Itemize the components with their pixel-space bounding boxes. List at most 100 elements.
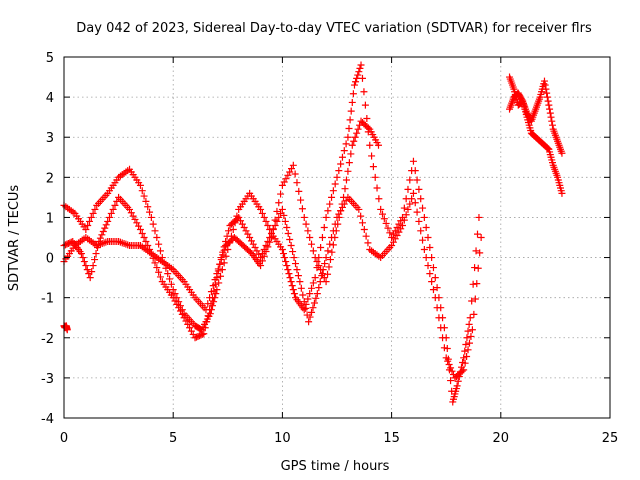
data-point [468,297,476,305]
data-point [164,270,172,278]
data-point [275,199,283,207]
data-point [284,171,292,179]
data-point [86,274,94,282]
data-point [465,320,473,328]
data-point [296,278,304,286]
data-point [262,242,270,250]
data-point [415,185,423,193]
data-point [217,256,225,264]
data-point [258,209,266,217]
data-point [350,81,358,89]
data-point [473,280,481,288]
data-point [347,150,355,158]
data-point [329,187,337,195]
data-point [309,304,317,312]
series-sat-f [60,322,71,334]
data-point [424,234,432,241]
data-point [200,330,208,338]
data-point [91,205,99,213]
data-point [219,251,227,259]
data-point [417,227,425,235]
data-point [262,248,270,256]
data-point [82,225,90,233]
data-point [138,187,146,195]
data-point [104,217,112,225]
data-point [409,189,417,197]
data-point [326,240,334,248]
data-point [171,290,179,298]
data-point [171,297,179,305]
data-point [292,260,300,268]
data-point [107,209,115,217]
data-point [458,367,466,375]
data-point [215,279,223,287]
data-point [273,207,281,215]
data-point [266,238,274,246]
data-point [444,357,452,365]
data-point [331,234,339,241]
data-point [216,260,224,268]
data-point [350,137,358,145]
data-point [142,197,150,205]
data-point [280,211,288,219]
data-point [318,270,326,278]
data-point [324,247,332,255]
data-point [348,98,356,106]
data-point [465,339,473,347]
data-point [182,317,190,325]
data-point [357,61,365,69]
data-point [80,258,88,266]
data-point [257,205,265,213]
data-point [101,224,109,232]
data-point [204,300,212,308]
data-point [373,184,381,192]
data-point [136,181,144,189]
data-point [355,205,363,213]
data-point [379,210,386,218]
data-point [187,327,195,335]
data-point [384,224,392,232]
data-point [203,318,211,326]
data-point [206,294,214,302]
data-point [89,262,97,270]
data-point [211,276,219,284]
data-point [83,266,91,274]
data-point [428,278,436,286]
y-axis-label: SDTVAR / TECUs [7,185,22,292]
data-point [472,247,480,255]
data-point [353,129,361,137]
data-point [317,266,325,274]
data-point [460,366,468,374]
data-point [313,258,321,266]
y-tick-label: 2 [46,171,54,186]
data-point [431,274,439,282]
y-tick-label: -1 [41,292,54,307]
data-point [109,205,117,213]
data-point [260,252,268,260]
data-point [131,215,139,223]
data-point [545,101,553,109]
data-point [467,332,475,340]
data-point [223,232,231,240]
data-point [267,234,275,241]
data-point [289,286,297,294]
data-point [325,263,333,271]
data-point [419,204,427,212]
data-point [288,165,295,173]
data-point [435,314,443,322]
data-point [178,310,186,318]
data-point [402,211,410,219]
data-point [349,90,357,98]
x-tick-label: 5 [169,431,177,446]
data-point [380,215,388,223]
data-point [287,278,295,286]
data-point [135,222,143,230]
data-point [340,147,348,155]
data-point [238,220,246,228]
data-point [300,306,308,314]
data-point [264,243,272,251]
data-point [151,227,159,235]
data-point [264,221,272,229]
data-point [334,220,342,228]
data-point [558,149,566,157]
